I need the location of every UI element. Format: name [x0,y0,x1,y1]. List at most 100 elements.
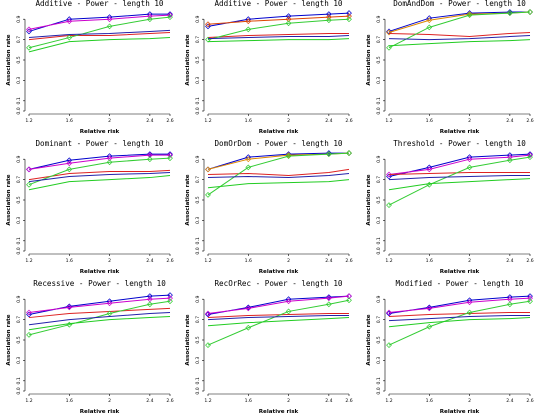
x-tick-label: 2.6 [345,398,352,404]
y-tick-label: 0.9 [195,15,201,22]
y-tick-label: 0.3 [195,77,201,84]
chart-svg: RecOrRec - Power - length 10 1.2 1.6 2 2.4 2.… [185,279,353,415]
x-tick-label: 2.6 [345,258,352,264]
chart-title: RecOrRec - Power - length 10 [214,279,342,288]
y-tick-label: 0.1 [16,97,22,104]
x-tick-label: 2 [287,398,290,404]
data-point-marker [325,14,332,21]
x-tick-label: 2.4 [146,258,153,264]
data-point-marker [167,295,173,302]
chart-panel: DomAndDom - Power - length 10 1.2 1.6 2 2.4 2… [362,0,542,139]
data-point-marker [167,292,173,299]
data-point-marker [106,300,113,307]
data-point-marker [285,298,292,305]
y-tick-label: 0.1 [195,377,201,384]
x-tick-label: 1.6 [245,258,252,264]
data-point-marker [325,150,332,156]
series-line [28,31,171,41]
x-axis-label: Relative risk [80,129,120,135]
y-tick-label: 0.1 [376,237,382,244]
data-point-marker [325,151,332,157]
y-axis-label: Association rate [366,314,372,365]
y-tick-label: 0.0 [376,387,382,394]
data-point-marker [66,166,73,173]
y-tick-label: 0.5 [195,336,201,343]
chart-title: Threshold - Power - length 10 [393,139,526,148]
data-point-marker [66,34,73,41]
data-point-marker [325,295,332,302]
x-tick-label: 1.6 [426,118,433,124]
series-line [28,154,170,170]
chart-title: Recessive - Power - length 10 [33,279,166,288]
series-line [388,297,531,313]
series-line [207,35,350,40]
x-tick-label: 1.2 [385,398,392,404]
data-point-marker [66,160,73,167]
data-point-marker [466,12,473,19]
series-line [207,18,350,41]
series-line [388,39,531,47]
x-tick-label: 1.6 [426,398,433,404]
y-tick-label: 0.9 [376,155,382,162]
data-point-marker [527,154,533,161]
y-tick-label: 0.9 [195,295,201,302]
y-tick-label: 0.3 [376,77,382,84]
y-tick-label: 0.5 [16,196,22,203]
chart-svg: Recessive - Power - length 10 1.2 1.6 2 2.4 2… [6,279,174,415]
chart-panel: Additive - Power - length 10 1.2 1.6 2 2.4 2.… [2,0,182,139]
y-tick-label: 0.0 [16,387,22,394]
data-point-marker [346,293,352,300]
chart-title: Additive - Power - length 10 [35,0,163,8]
x-tick-label: 1.2 [204,398,211,404]
y-axis-label: Association rate [185,314,191,365]
x-tick-label: 1.6 [426,258,433,264]
x-tick-label: 2.6 [166,118,173,124]
x-tick-label: 2.4 [325,398,332,404]
y-tick-label: 0.9 [16,15,22,22]
x-tick-label: 2 [468,258,471,264]
series-line [388,311,530,318]
data-point-marker [66,303,73,310]
x-tick-label: 2.6 [526,118,533,124]
data-point-marker [106,23,113,30]
data-point-marker [106,159,113,166]
y-tick-label: 0.7 [376,316,382,323]
data-point-marker [386,202,392,208]
y-tick-label: 0.5 [376,196,382,203]
series-line [388,317,531,328]
y-tick-label: 0.9 [16,295,22,302]
y-axis-label: Association rate [185,34,191,85]
series-line [207,179,350,189]
series-line [207,299,350,346]
data-point-marker [527,9,533,15]
data-point-marker [285,152,292,159]
data-point-marker [106,310,113,317]
x-axis-label: Relative risk [259,129,299,135]
data-point-marker [426,166,433,173]
data-point-marker [426,304,433,311]
x-tick-label: 1.2 [25,398,32,404]
y-tick-label: 0.0 [16,247,22,254]
data-point-marker [167,14,173,21]
y-tick-label: 0.1 [16,377,22,384]
series-line [388,175,530,181]
x-tick-label: 2 [108,398,111,404]
data-point-marker [346,297,352,304]
series-line [28,300,171,336]
data-point-marker [205,310,211,317]
series-line [28,297,171,313]
chart-panel: Recessive - Power - length 10 1.2 1.6 2 2.4 2… [2,279,182,419]
series-line [28,311,171,326]
x-tick-label: 1.2 [25,118,32,124]
y-tick-label: 0.1 [376,377,382,384]
data-point-marker [506,157,513,164]
chart-svg: Additive - Power - length 10 1.2 1.6 2 2.4 2.… [185,0,353,135]
x-tick-label: 1.6 [66,398,73,404]
x-tick-label: 2.4 [506,258,513,264]
y-tick-label: 0.3 [16,357,22,364]
y-tick-label: 0.0 [376,107,382,114]
data-point-marker [205,21,211,28]
series-line [28,175,171,191]
data-point-marker [506,9,513,15]
x-tick-label: 1.2 [385,258,392,264]
